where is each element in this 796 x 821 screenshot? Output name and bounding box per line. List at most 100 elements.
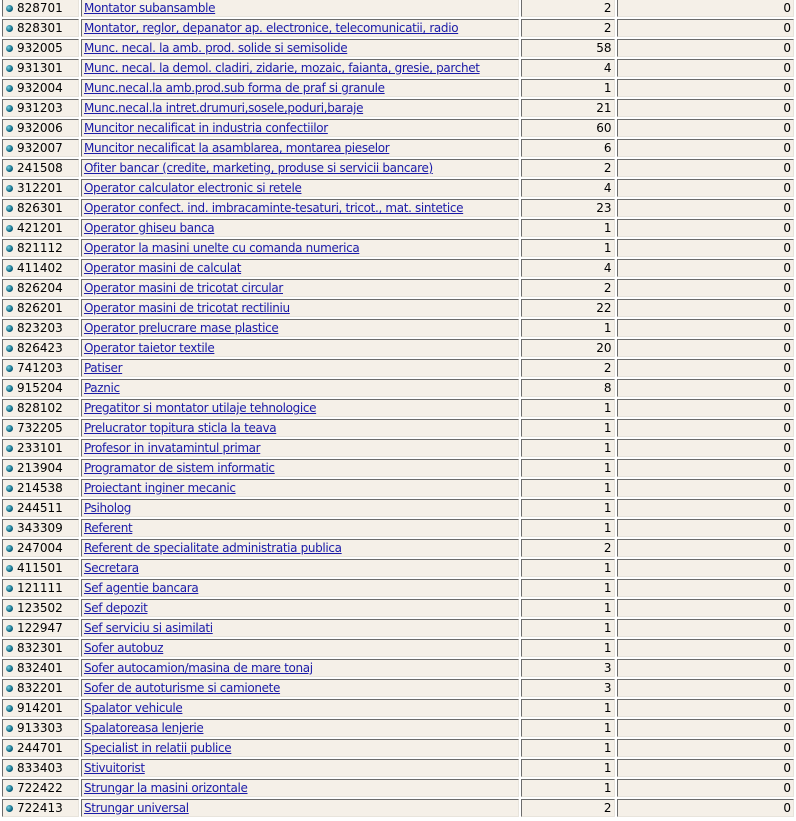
name-cell: Psiholog [80, 499, 519, 517]
bullet-icon [6, 445, 13, 452]
zero-cell: 0 [616, 0, 794, 17]
bullet-icon [6, 105, 13, 112]
occupation-link[interactable]: Operator prelucrare mase plastice [83, 321, 279, 335]
code-cell: 826423 [2, 339, 79, 357]
count-cell: 1 [520, 639, 615, 657]
occupation-code: 932005 [17, 41, 63, 55]
occupation-link[interactable]: Munc.necal.la amb.prod.sub forma de praf… [83, 81, 385, 95]
count-cell: 23 [520, 199, 615, 217]
occupation-link[interactable]: Pregatitor si montator utilaje tehnologi… [83, 401, 317, 415]
zero-cell: 0 [616, 259, 794, 277]
occupation-link[interactable]: Operator masini de calculat [83, 261, 242, 275]
code-cell: 931203 [2, 99, 79, 117]
occupation-link[interactable]: Profesor in invatamintul primar [83, 441, 261, 455]
bullet-icon [6, 505, 13, 512]
occupation-link[interactable]: Operator masini de tricotat rectiliniu [83, 301, 290, 315]
code-cell: 832401 [2, 659, 79, 677]
name-cell: Operator ghiseu banca [80, 219, 519, 237]
name-cell: Specialist in relatii publice [80, 739, 519, 757]
occupation-code: 244701 [17, 741, 63, 755]
occupation-link[interactable]: Montator subansamble [83, 1, 216, 15]
code-cell: 122947 [2, 619, 79, 637]
occupation-link[interactable]: Patiser [83, 361, 123, 375]
occupation-link[interactable]: Muncitor necalificat la asamblarea, mont… [83, 141, 390, 155]
count-cell: 2 [520, 19, 615, 37]
name-cell: Operator masini de tricotat rectiliniu [80, 299, 519, 317]
zero-cell: 0 [616, 239, 794, 257]
occupation-link[interactable]: Montator, reglor, depanator ap. electron… [83, 21, 459, 35]
count-cell: 1 [520, 759, 615, 777]
code-cell: 722413 [2, 799, 79, 817]
occupation-link[interactable]: Operator confect. ind. imbracaminte-tesa… [83, 201, 464, 215]
occupation-link[interactable]: Sef depozit [83, 601, 148, 615]
occupation-link[interactable]: Referent [83, 521, 133, 535]
zero-cell: 0 [616, 439, 794, 457]
count-cell: 1 [520, 219, 615, 237]
bullet-icon [6, 125, 13, 132]
occupation-link[interactable]: Munc.necal.la intret.drumuri,sosele,podu… [83, 101, 364, 115]
occupation-link[interactable]: Sofer de autoturisme si camionete [83, 681, 281, 695]
zero-cell: 0 [616, 519, 794, 537]
name-cell: Muncitor necalificat la asamblarea, mont… [80, 139, 519, 157]
occupation-link[interactable]: Secretara [83, 561, 139, 575]
occupation-link[interactable]: Programator de sistem informatic [83, 461, 275, 475]
name-cell: Montator, reglor, depanator ap. electron… [80, 19, 519, 37]
occupation-link[interactable]: Ofiter bancar (credite, marketing, produ… [83, 161, 433, 175]
occupation-link[interactable]: Operator taietor textile [83, 341, 215, 355]
occupation-link[interactable]: Operator calculator electronic si retele [83, 181, 302, 195]
occupation-link[interactable]: Strungar universal [83, 801, 189, 815]
occupation-link[interactable]: Specialist in relatii publice [83, 741, 232, 755]
occupation-code: 833403 [17, 761, 63, 775]
bullet-icon [6, 805, 13, 812]
zero-cell: 0 [616, 99, 794, 117]
table-row: 722413 Strungar universal 2 0 [2, 799, 794, 817]
zero-cell: 0 [616, 159, 794, 177]
count-cell: 21 [520, 99, 615, 117]
occupation-code: 241508 [17, 161, 63, 175]
bullet-icon [6, 85, 13, 92]
occupation-code: 741203 [17, 361, 63, 375]
table-row: 932006 Muncitor necalificat in industria … [2, 119, 794, 137]
bullet-icon [6, 565, 13, 572]
bullet-icon [6, 425, 13, 432]
occupation-link[interactable]: Spalator vehicule [83, 701, 183, 715]
code-cell: 741203 [2, 359, 79, 377]
table-row: 247004 Referent de specialitate administr… [2, 539, 794, 557]
occupation-link[interactable]: Munc. necal. la amb. prod. solide si sem… [83, 41, 348, 55]
occupation-link[interactable]: Sofer autobuz [83, 641, 164, 655]
occupation-link[interactable]: Muncitor necalificat in industria confec… [83, 121, 328, 135]
occupation-link[interactable]: Prelucrator topitura sticla la teava [83, 421, 277, 435]
zero-cell: 0 [616, 639, 794, 657]
table-row: 826204 Operator masini de tricotat circul… [2, 279, 794, 297]
count-cell: 4 [520, 259, 615, 277]
occupation-link[interactable]: Sef serviciu si asimilati [83, 621, 213, 635]
occupation-link[interactable]: Paznic [83, 381, 120, 395]
code-cell: 411402 [2, 259, 79, 277]
zero-cell: 0 [616, 339, 794, 357]
occupation-link[interactable]: Psiholog [83, 501, 132, 515]
count-cell: 1 [520, 719, 615, 737]
name-cell: Operator prelucrare mase plastice [80, 319, 519, 337]
count-cell: 1 [520, 559, 615, 577]
zero-cell: 0 [616, 619, 794, 637]
occupation-code: 421201 [17, 221, 63, 235]
occupation-link[interactable]: Proiectant inginer mecanic [83, 481, 236, 495]
occupation-code: 931301 [17, 61, 63, 75]
occupation-link[interactable]: Operator ghiseu banca [83, 221, 215, 235]
occupation-link[interactable]: Munc. necal. la demol. cladiri, zidarie,… [83, 61, 480, 75]
occupation-link[interactable]: Spalatoreasa lenjerie [83, 721, 204, 735]
occupation-link[interactable]: Referent de specialitate administratia p… [83, 541, 342, 555]
occupation-link[interactable]: Sef agentie bancara [83, 581, 199, 595]
occupation-link[interactable]: Strungar la masini orizontale [83, 781, 248, 795]
bullet-icon [6, 705, 13, 712]
table-row: 914201 Spalator vehicule 1 0 [2, 699, 794, 717]
table-row: 932004 Munc.necal.la amb.prod.sub forma d… [2, 79, 794, 97]
name-cell: Munc.necal.la intret.drumuri,sosele,podu… [80, 99, 519, 117]
occupation-link[interactable]: Operator la masini unelte cu comanda num… [83, 241, 360, 255]
table-row: 722422 Strungar la masini orizontale 1 0 [2, 779, 794, 797]
table-row: 931301 Munc. necal. la demol. cladiri, zi… [2, 59, 794, 77]
bullet-icon [6, 365, 13, 372]
occupation-link[interactable]: Sofer autocamion/masina de mare tonaj [83, 661, 313, 675]
occupation-link[interactable]: Operator masini de tricotat circular [83, 281, 283, 295]
occupation-link[interactable]: Stivuitorist [83, 761, 145, 775]
